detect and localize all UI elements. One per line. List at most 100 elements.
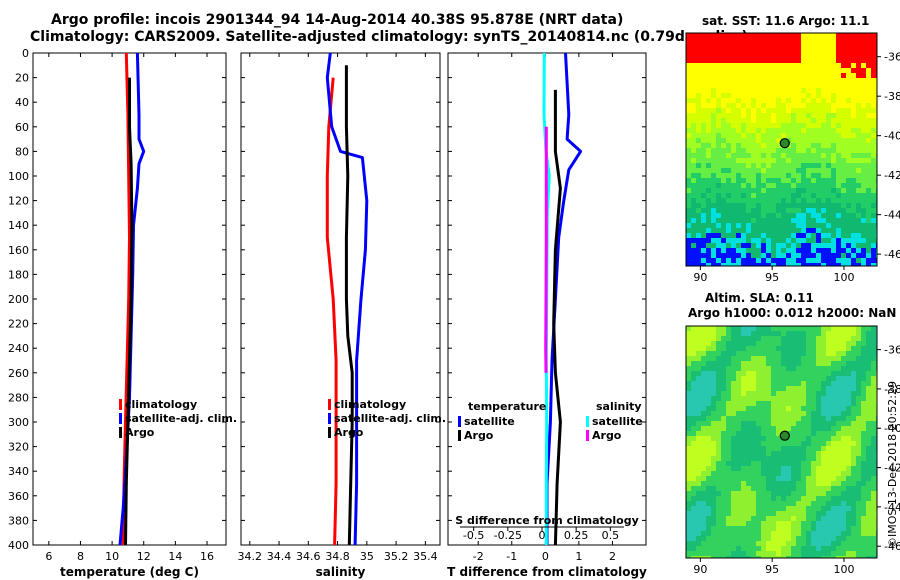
sla-cell — [816, 496, 821, 501]
depth-tick-label: 20 — [15, 72, 29, 85]
sla-cell — [776, 521, 781, 526]
sst-cell — [711, 238, 716, 243]
sst-cell — [841, 73, 846, 78]
sla-cell — [731, 466, 736, 471]
sst-cell — [741, 183, 746, 188]
sst-cell — [716, 193, 721, 198]
sla-cell — [791, 461, 796, 466]
sst-cell — [866, 253, 871, 258]
sla-cell — [846, 441, 851, 446]
sst-cell — [861, 98, 866, 103]
sla-cell — [816, 361, 821, 366]
series-line-temperature-argo — [552, 89, 562, 546]
sst-cell — [826, 168, 831, 173]
sla-cell — [856, 436, 861, 441]
sla-cell — [716, 376, 721, 381]
sla-cell — [686, 556, 691, 558]
sla-cell — [796, 351, 801, 356]
sla-cell — [826, 411, 831, 416]
sst-cell — [866, 118, 871, 123]
sla-cell — [786, 556, 791, 558]
sla-heatmap-cells — [686, 326, 877, 558]
sla-cell — [686, 446, 691, 451]
sst-cell — [756, 218, 761, 223]
sst-cell — [841, 188, 846, 193]
sst-cell — [751, 33, 756, 38]
sst-cell — [736, 263, 741, 266]
sla-cell — [806, 526, 811, 531]
sst-cell — [726, 153, 731, 158]
sst-cell — [846, 63, 851, 68]
sla-cell — [826, 551, 831, 556]
sst-cell — [711, 118, 716, 123]
sst-cell — [816, 248, 821, 253]
legend-heading: temperature — [468, 400, 546, 413]
sla-cell — [801, 556, 806, 558]
sla-cell — [791, 446, 796, 451]
x-tick-label: -1 — [506, 550, 517, 563]
sla-cell — [796, 406, 801, 411]
sla-cell — [781, 501, 786, 506]
sst-cell — [796, 148, 801, 153]
sla-cell — [781, 366, 786, 371]
sla-cell — [696, 536, 701, 541]
sst-cell — [861, 168, 866, 173]
sla-cell — [751, 456, 756, 461]
sst-cell — [776, 58, 781, 63]
sla-cell — [831, 541, 836, 546]
sla-cell — [761, 466, 766, 471]
sst-cell — [856, 33, 861, 38]
sst-cell — [826, 218, 831, 223]
sla-cell — [716, 396, 721, 401]
sst-cell — [716, 223, 721, 228]
sla-cell — [771, 461, 776, 466]
sla-cell — [716, 356, 721, 361]
sst-cell — [686, 208, 691, 213]
sst-cell — [701, 223, 706, 228]
sla-cell — [836, 351, 841, 356]
sla-cell — [776, 426, 781, 431]
sla-cell — [821, 466, 826, 471]
sst-cell — [871, 233, 876, 238]
sst-cell — [771, 183, 776, 188]
sla-cell — [826, 396, 831, 401]
sla-cell — [691, 551, 696, 556]
sst-cell — [706, 258, 711, 263]
sla-cell — [776, 371, 781, 376]
sla-cell — [791, 476, 796, 481]
sst-cell — [726, 68, 731, 73]
sla-cell — [741, 331, 746, 336]
sst-cell — [826, 78, 831, 83]
sla-cell — [826, 466, 831, 471]
sst-cell — [746, 153, 751, 158]
sst-cell — [856, 138, 861, 143]
sst-cell — [701, 188, 706, 193]
sla-cell — [811, 481, 816, 486]
sla-cell — [791, 426, 796, 431]
sla-cell — [756, 386, 761, 391]
sla-cell — [736, 431, 741, 436]
sst-cell — [846, 188, 851, 193]
sst-cell — [856, 63, 861, 68]
sst-cell — [776, 178, 781, 183]
sla-cell — [871, 446, 876, 451]
sla-cell — [741, 541, 746, 546]
sst-cell — [781, 178, 786, 183]
sla-cell — [736, 501, 741, 506]
sla-cell — [691, 396, 696, 401]
sst-cell — [841, 168, 846, 173]
sla-cell — [836, 421, 841, 426]
sla-cell — [781, 546, 786, 551]
sla-cell — [791, 556, 796, 558]
sst-cell — [701, 73, 706, 78]
sla-cell — [806, 436, 811, 441]
sst-cell — [821, 183, 826, 188]
sla-cell — [686, 366, 691, 371]
sst-cell — [871, 78, 876, 83]
sst-cell — [701, 78, 706, 83]
sst-cell — [846, 133, 851, 138]
sla-cell — [826, 446, 831, 451]
sst-cell — [821, 48, 826, 53]
sst-cell — [806, 98, 811, 103]
sla-cell — [801, 551, 806, 556]
